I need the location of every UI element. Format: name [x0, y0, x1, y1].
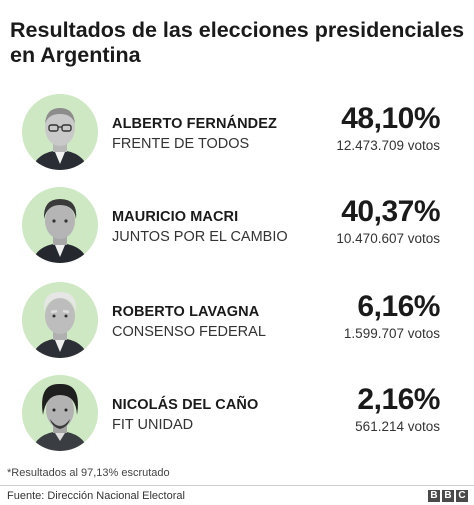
candidate-name: NICOLÁS DEL CAÑO — [112, 397, 259, 413]
candidate-party: FIT UNIDAD — [112, 417, 194, 433]
candidate-photo-del-cano — [22, 375, 98, 451]
candidate-percent: 6,16% — [357, 290, 440, 323]
candidate-name: MAURICIO MACRI — [112, 209, 239, 225]
candidate-photo-fernandez — [22, 94, 98, 170]
bbc-logo: B B C — [428, 490, 468, 502]
candidate-photo-macri — [22, 187, 98, 263]
candidate-votes: 1.599.707 votos — [343, 326, 440, 341]
candidate-party: JUNTOS POR EL CAMBIO — [112, 229, 288, 245]
bbc-logo-letter: B — [442, 490, 454, 502]
candidate-name: ALBERTO FERNÁNDEZ — [112, 116, 277, 132]
candidate-percent: 40,37% — [341, 195, 440, 228]
candidate-votes: 10.470.607 votos — [336, 231, 440, 246]
candidate-row-del-cano: NICOLÁS DEL CAÑO FIT UNIDAD 2,16% 561.21… — [0, 375, 474, 455]
candidate-votes: 12.473.709 votos — [336, 138, 440, 153]
candidate-votes: 561.214 votos — [355, 419, 440, 434]
candidate-row-fernandez: ALBERTO FERNÁNDEZ FRENTE DE TODOS 48,10%… — [0, 94, 474, 174]
candidate-percent: 2,16% — [357, 383, 440, 416]
bbc-logo-letter: B — [428, 490, 440, 502]
divider — [0, 485, 474, 486]
candidate-row-macri: MAURICIO MACRI JUNTOS POR EL CAMBIO 40,3… — [0, 187, 474, 267]
footnote: *Resultados al 97,13% escrutado — [7, 467, 170, 479]
candidate-photo-lavagna — [22, 282, 98, 358]
candidate-row-lavagna: ROBERTO LAVAGNA CONSENSO FEDERAL 6,16% 1… — [0, 282, 474, 362]
candidate-party: CONSENSO FEDERAL — [112, 324, 266, 340]
page-title: Resultados de las elecciones presidencia… — [10, 18, 465, 67]
candidate-party: FRENTE DE TODOS — [112, 136, 250, 152]
source-credit: Fuente: Dirección Nacional Electoral — [7, 490, 185, 502]
candidate-percent: 48,10% — [341, 102, 440, 135]
bbc-logo-letter: C — [456, 490, 468, 502]
candidate-name: ROBERTO LAVAGNA — [112, 304, 260, 320]
